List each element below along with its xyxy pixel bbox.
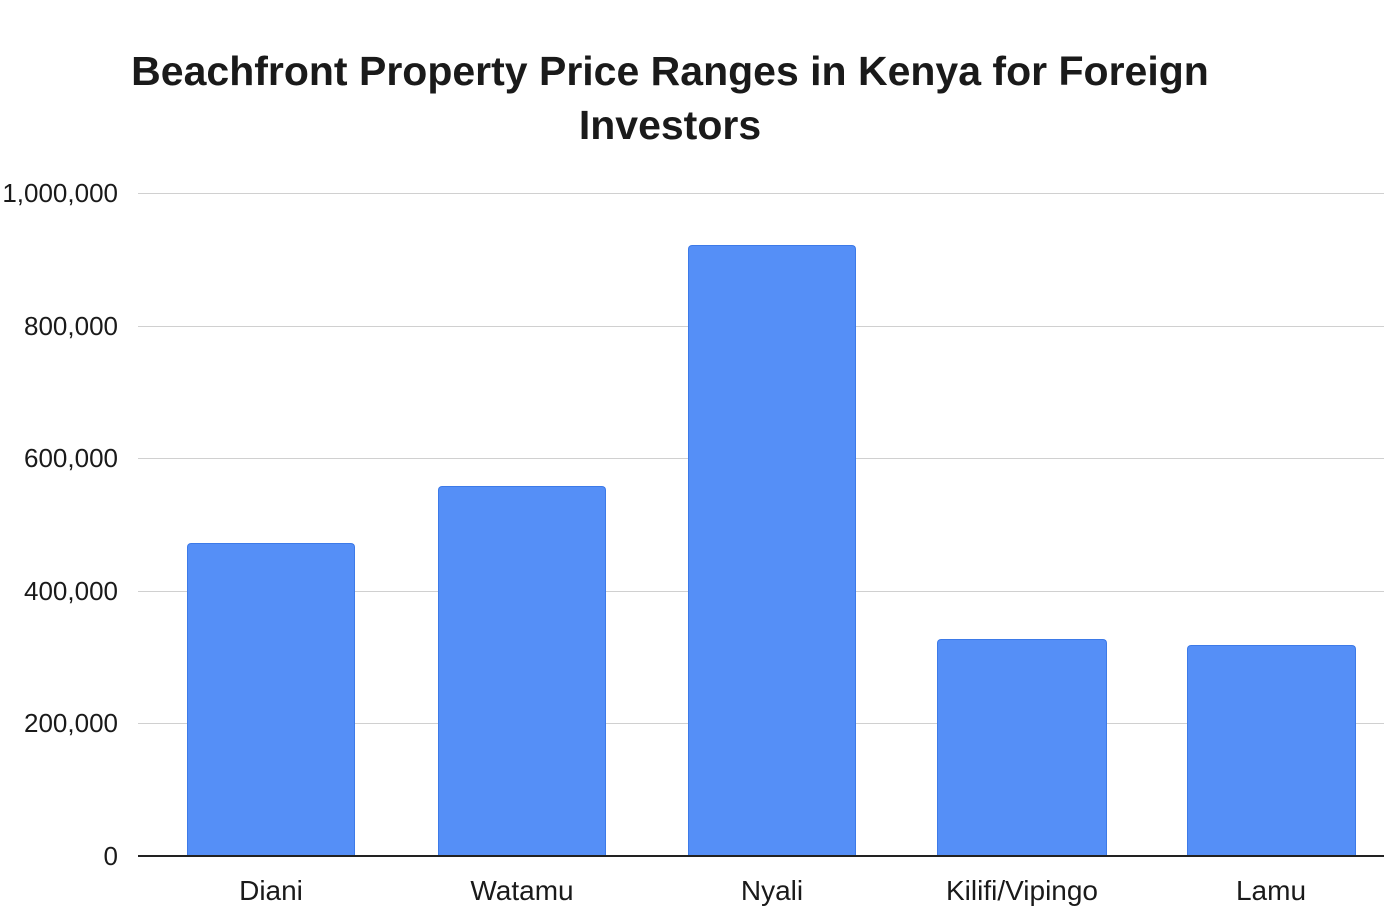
- chart-title: Beachfront Property Price Ranges in Keny…: [0, 44, 1340, 152]
- y-tick-label: 400,000: [24, 576, 118, 606]
- x-tick-label: Diani: [239, 875, 303, 906]
- x-tick-label: Watamu: [470, 875, 574, 906]
- bar-diani[interactable]: [187, 543, 355, 856]
- bar-lamu[interactable]: [1187, 645, 1356, 856]
- bar-nyali[interactable]: [688, 245, 856, 856]
- x-axis-line: [138, 855, 1384, 857]
- y-tick-label: 800,000: [24, 311, 118, 341]
- chart-title-line-1: Beachfront Property Price Ranges in Keny…: [131, 48, 1209, 94]
- x-tick-label: Nyali: [740, 875, 804, 906]
- x-tick-label: Kilifi/Vipingo: [945, 875, 1099, 906]
- y-tick-label: 1,000,000: [2, 178, 118, 208]
- y-tick-label: 0: [103, 841, 118, 871]
- bar-watamu[interactable]: [438, 486, 606, 856]
- chart-title-line-2: Investors: [578, 102, 762, 148]
- y-tick-label: 600,000: [24, 443, 118, 473]
- bar-kilifi-vipingo[interactable]: [937, 639, 1107, 856]
- gridline-1000000: [138, 193, 1384, 194]
- y-tick-label: 200,000: [24, 708, 118, 738]
- x-tick-label: Lamu: [1235, 875, 1307, 906]
